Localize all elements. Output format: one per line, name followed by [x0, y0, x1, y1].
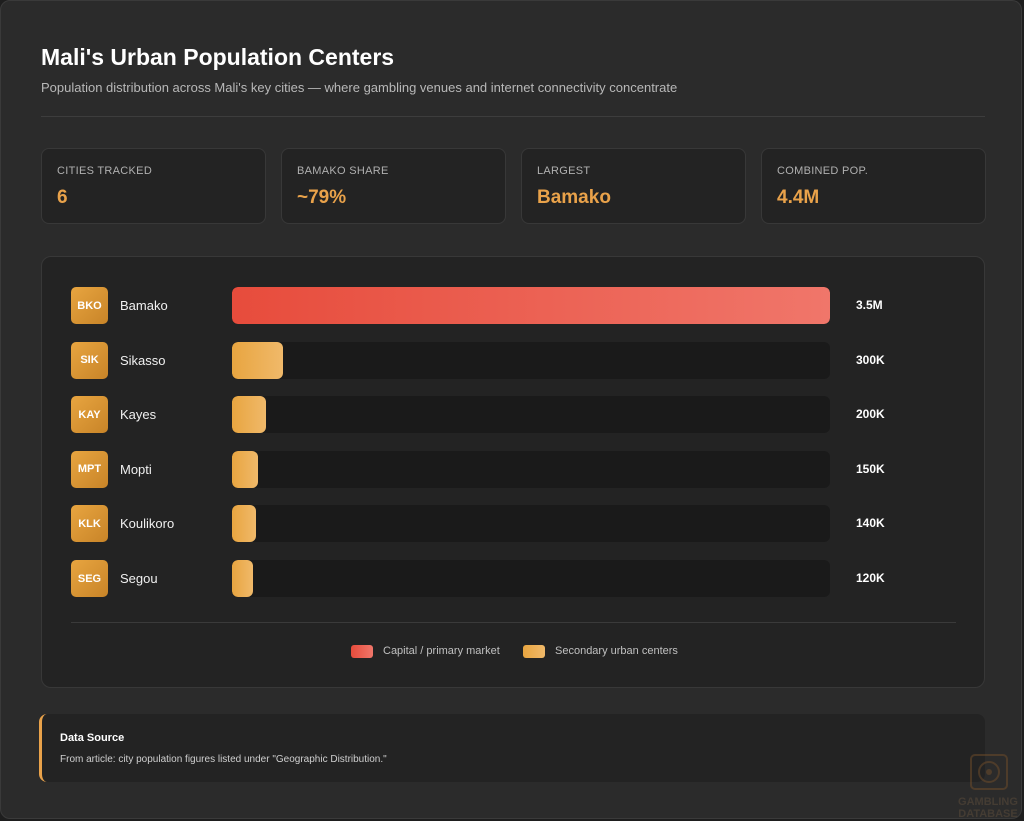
city-code-badge: SEG — [71, 560, 108, 597]
bar — [232, 341, 283, 379]
bar-row: KAY Kayes 200K — [42, 396, 986, 434]
stat-label: CITIES TRACKED — [57, 165, 153, 177]
bar-track — [232, 287, 830, 324]
stats-row: CITIES TRACKED 6 BAMAKO SHARE ~79% LARGE… — [41, 148, 986, 224]
city-code-badge: MPT — [71, 450, 108, 488]
bar-value-label: 200K — [856, 407, 885, 422]
bar-track — [232, 505, 830, 543]
city-label: Sikasso — [120, 352, 166, 368]
stat-largest: LARGEST Bamako — [521, 148, 746, 224]
source-title: Data Source — [60, 732, 125, 744]
stat-value: Bamako — [537, 187, 611, 208]
bar — [232, 396, 266, 434]
city-code-badge: KLK — [71, 505, 108, 543]
bar — [232, 505, 256, 543]
stat-value: 6 — [57, 187, 68, 208]
bar-row: KLK Koulikoro 140K — [42, 505, 986, 543]
city-code-badge: BKO — [71, 287, 108, 324]
bar-value-label: 300K — [856, 352, 885, 367]
bar-row: SIK Sikasso 300K — [42, 341, 986, 379]
stat-value: 4.4M — [777, 187, 820, 208]
city-label: Mopti — [120, 461, 152, 477]
city-label: Bamako — [120, 298, 168, 313]
page-title: Mali's Urban Population Centers — [41, 44, 395, 70]
stat-value: ~79% — [297, 187, 347, 208]
bar-chart-panel: BKO Bamako 3.5M SIK Sikasso 300K KAY Kayes 200K M… — [41, 256, 985, 688]
city-code-badge: KAY — [71, 396, 108, 434]
bar-row: SEG Segou 120K — [42, 560, 986, 597]
bar-value-label: 3.5M — [856, 298, 883, 312]
header-divider — [41, 116, 985, 117]
stat-combined-pop: COMBINED POP. 4.4M — [761, 148, 986, 224]
stat-cities-tracked: CITIES TRACKED 6 — [41, 148, 266, 224]
watermark-line1: GAMBLING — [958, 796, 1018, 808]
bar-value-label: 120K — [856, 571, 885, 585]
bar-value-label: 140K — [856, 516, 885, 531]
city-label: Segou — [120, 571, 158, 586]
watermark-line2: DATABASE — [958, 808, 1017, 819]
bar — [232, 450, 258, 488]
data-source-box: Data Source From article: city populatio… — [39, 714, 985, 782]
chart-divider — [71, 622, 956, 623]
stat-bamako-share: BAMAKO SHARE ~79% — [281, 148, 506, 224]
city-label: Koulikoro — [120, 516, 175, 532]
stat-label: COMBINED POP. — [777, 165, 869, 177]
page-subtitle: Population distribution across Mali's ke… — [41, 80, 678, 95]
bar-track — [232, 450, 830, 488]
bar-row: MPT Mopti 150K — [42, 450, 986, 488]
legend-swatch-secondary — [523, 645, 545, 658]
bar — [232, 560, 253, 597]
city-label: Kayes — [120, 407, 157, 423]
bar — [232, 287, 830, 324]
source-text: From article: city population figures li… — [60, 754, 387, 765]
legend-label: Capital / primary market — [383, 645, 500, 657]
bar-row: BKO Bamako 3.5M — [42, 287, 986, 324]
legend-label: Secondary urban centers — [555, 645, 678, 657]
city-code-badge: SIK — [71, 341, 108, 379]
bar-value-label: 150K — [856, 461, 885, 476]
bar-track — [232, 396, 830, 434]
gambling-database-logo: GAMBLING DATABASE — [958, 754, 1018, 819]
bar-track — [232, 560, 830, 597]
stat-label: BAMAKO SHARE — [297, 165, 389, 177]
legend-swatch-primary — [351, 645, 373, 658]
stat-label: LARGEST — [537, 165, 591, 177]
bar-track — [232, 341, 830, 379]
